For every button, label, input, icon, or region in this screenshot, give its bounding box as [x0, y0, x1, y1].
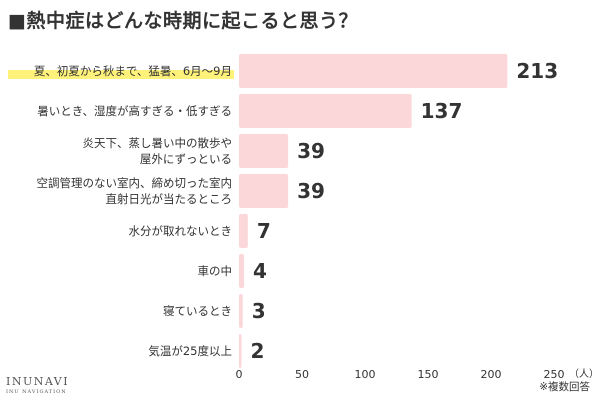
bar — [239, 174, 289, 208]
bar — [239, 94, 412, 128]
brand-name: INUNAVI — [6, 375, 70, 388]
category-label: 寝ているとき — [163, 304, 232, 318]
bars-layer — [239, 54, 508, 368]
data-label: 4 — [253, 259, 267, 283]
x-tick-label: 250 — [544, 368, 565, 381]
category-label: 直射日光が当たるところ — [106, 192, 233, 206]
bar — [239, 334, 242, 368]
data-label: 3 — [252, 299, 266, 323]
data-label: 39 — [297, 179, 325, 203]
data-label: 2 — [251, 339, 265, 363]
bar — [239, 134, 289, 168]
brand-logo: INUNAVI INU NAVIGATION — [6, 375, 69, 395]
x-tick-label: 0 — [236, 368, 243, 381]
x-tick-label: 100 — [355, 368, 376, 381]
category-highlight — [8, 70, 234, 79]
category-label: 車の中 — [198, 264, 233, 278]
bar — [239, 254, 245, 288]
data-label: 137 — [421, 99, 463, 123]
x-tick-label: 200 — [481, 368, 502, 381]
bar — [239, 54, 508, 88]
category-label: 屋外にずっといる — [140, 152, 232, 166]
bar — [239, 294, 243, 328]
category-label: 空調管理のない室内、締め切った室内 — [37, 176, 233, 190]
category-label: 気温が25度以上 — [148, 344, 232, 358]
data-label: 213 — [516, 59, 558, 83]
x-axis-unit: （人） — [569, 368, 599, 380]
category-label: 炎天下、蒸し暑い中の散歩や — [83, 136, 233, 150]
brand-tagline: INU NAVIGATION — [6, 389, 67, 395]
x-axis-ticks: 0 50 100 150 200 250 （人） — [236, 368, 600, 381]
x-tick-label: 50 — [295, 368, 309, 381]
category-label: 暑いとき、湿度が高すぎる・低すぎる — [37, 104, 232, 118]
footnote: ※複数回答 — [539, 381, 590, 393]
data-label: 7 — [257, 219, 271, 243]
data-label: 39 — [297, 139, 325, 163]
bar — [239, 214, 248, 248]
category-label: 水分が取れないとき — [129, 224, 233, 238]
labels-layer: 夏、初夏から秋まで、猛暑、6月〜9月暑いとき、湿度が高すぎる・低すぎる炎天下、蒸… — [8, 64, 234, 358]
category-label: 夏、初夏から秋まで、猛暑、6月〜9月 — [34, 64, 232, 78]
values-layer: 213 137 39 39 7 4 3 2 — [251, 59, 559, 363]
chart-title: ■熱中症はどんな時期に起こると思う？ — [8, 10, 358, 32]
x-tick-label: 150 — [418, 368, 439, 381]
